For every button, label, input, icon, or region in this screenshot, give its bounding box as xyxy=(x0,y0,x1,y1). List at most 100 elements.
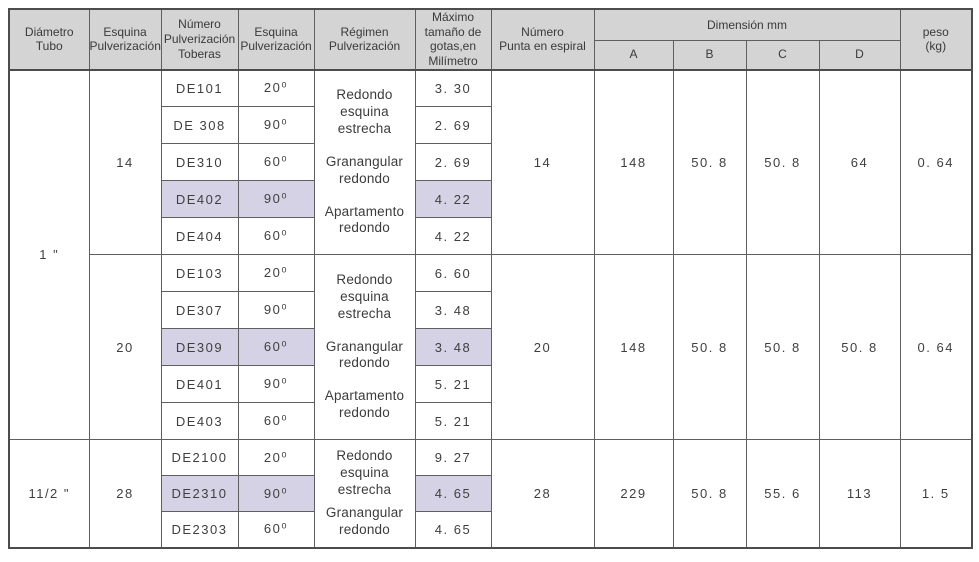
cell-gota: 5. 21 xyxy=(414,365,492,403)
cell-tobera: DE101 xyxy=(160,69,239,107)
table-row: DE401 90⁰ 5. 21 xyxy=(9,365,972,403)
cell-dim-b: 50. 8 xyxy=(672,439,747,548)
cell-regimen: Redondo esquina estrecha Granangular red… xyxy=(313,254,416,440)
table-row: DE 308 90⁰ 2. 69 xyxy=(9,106,972,144)
cell-dim-a: 229 xyxy=(593,439,674,548)
cell-esquina-grupo: 20 xyxy=(88,254,162,440)
cell-gota: 4. 65 xyxy=(414,475,492,512)
table-row: DE310 60⁰ 2. 69 xyxy=(9,143,972,181)
cell-tobera: DE2310 xyxy=(160,475,239,512)
table-row: DE402 90⁰ 4. 22 xyxy=(9,180,972,218)
cell-tobera: DE103 xyxy=(160,254,239,292)
cell-gota: 5. 21 xyxy=(414,402,492,440)
cell-angulo: 20⁰ xyxy=(237,254,315,292)
cell-dim-c: 55. 6 xyxy=(745,439,820,548)
cell-angulo: 90⁰ xyxy=(237,475,315,512)
cell-angulo: 60⁰ xyxy=(237,511,315,548)
cell-dim-c: 50. 8 xyxy=(745,69,820,255)
cell-gota: 3. 48 xyxy=(414,328,492,366)
cell-dim-a: 148 xyxy=(593,254,674,440)
spec-table: Diámetro Tubo Esquina Pulverización Núme… xyxy=(8,8,974,549)
table-header: Diámetro Tubo Esquina Pulverización Núme… xyxy=(8,8,973,71)
header-dim-b: B xyxy=(672,39,747,71)
cell-diametro: 11/2 " xyxy=(8,439,90,548)
cell-angulo: 90⁰ xyxy=(237,291,315,329)
cell-regimen: Redondo esquina estrecha Granangular red… xyxy=(313,69,416,255)
cell-gota: 4. 22 xyxy=(414,180,492,218)
header-peso: peso (kg) xyxy=(899,8,973,70)
cell-tobera: DE404 xyxy=(160,217,239,255)
cell-angulo: 20⁰ xyxy=(237,439,315,476)
cell-tobera: DE402 xyxy=(160,180,239,218)
cell-gota: 3. 30 xyxy=(414,69,492,107)
header-dim-a: A xyxy=(593,39,674,71)
cell-diametro: 1 " xyxy=(8,69,90,440)
regimen-label: Granangular redondo xyxy=(325,338,404,371)
cell-angulo: 90⁰ xyxy=(237,180,315,218)
cell-dim-d: 64 xyxy=(818,69,901,255)
cell-gota: 2. 69 xyxy=(414,106,492,144)
table-row: DE403 60⁰ 5. 21 xyxy=(9,402,972,440)
table-row: 1 " 14 DE101 20⁰ Redondo esquina estrech… xyxy=(8,69,973,440)
cell-peso: 0. 64 xyxy=(899,254,973,440)
cell-tobera: DE2100 xyxy=(160,439,239,476)
table-row: DE2310 90⁰ 4. 65 xyxy=(9,475,972,512)
header-dimension-mm: Dimensión mm xyxy=(593,8,901,41)
cell-angulo: 60⁰ xyxy=(237,328,315,366)
table-row: 20 DE103 20⁰ Redondo esquina estrecha Gr… xyxy=(9,254,973,440)
regimen-label: Granangular redondo xyxy=(325,504,404,537)
table-row: DE2303 60⁰ 4. 65 xyxy=(9,511,972,548)
cell-punta: 14 xyxy=(490,69,595,255)
cell-gota: 6. 60 xyxy=(414,254,492,292)
regimen-label: Apartamento redondo xyxy=(324,388,405,421)
cell-tobera: DE401 xyxy=(160,365,239,403)
header-diametro-tubo: Diámetro Tubo xyxy=(8,8,90,70)
cell-tobera: DE2303 xyxy=(160,511,239,548)
cell-punta: 28 xyxy=(490,439,595,548)
table-row: DE309 60⁰ 3. 48 xyxy=(9,328,972,366)
cell-peso: 0. 64 xyxy=(899,69,973,255)
cell-tobera: DE403 xyxy=(160,402,239,440)
cell-dim-d: 50. 8 xyxy=(818,254,901,440)
cell-gota: 2. 69 xyxy=(414,143,492,181)
cell-dim-d: 113 xyxy=(818,439,901,548)
header-esquina-pulverizacion-2: Esquina Pulverización xyxy=(237,8,315,70)
header-esquina-pulverizacion-1: Esquina Pulverización xyxy=(88,8,162,70)
cell-esquina-grupo: 28 xyxy=(88,439,162,548)
cell-dim-b: 50. 8 xyxy=(672,254,747,440)
cell-gota: 9. 27 xyxy=(414,439,492,476)
cell-angulo: 60⁰ xyxy=(237,143,315,181)
cell-punta: 20 xyxy=(490,254,595,440)
regimen-label: Apartamento redondo xyxy=(324,203,405,236)
cell-angulo: 60⁰ xyxy=(237,402,315,440)
cell-dim-b: 50. 8 xyxy=(672,69,747,255)
header-dim-d: D xyxy=(818,39,901,71)
cell-tobera: DE309 xyxy=(160,328,239,366)
cell-angulo: 60⁰ xyxy=(237,217,315,255)
header-dim-c: C xyxy=(745,39,820,71)
cell-dim-a: 148 xyxy=(593,69,674,255)
regimen-label: Redondo esquina estrecha xyxy=(336,271,393,321)
cell-angulo: 90⁰ xyxy=(237,365,315,403)
table-row: DE307 90⁰ 3. 48 xyxy=(9,291,972,329)
cell-regimen: Redondo esquina estrecha Granangular red… xyxy=(313,439,416,548)
cell-esquina-grupo: 14 xyxy=(88,69,162,255)
cell-gota: 3. 48 xyxy=(414,291,492,329)
regimen-label: Granangular redondo xyxy=(325,153,404,186)
cell-tobera: DE 308 xyxy=(160,106,239,144)
header-regimen-pulverizacion: Régimen Pulverización xyxy=(313,8,416,70)
table-row: DE404 60⁰ 4. 22 xyxy=(9,217,972,255)
header-maximo-gotas: Máximo tamaño de gotas,en Milímetro xyxy=(414,8,492,70)
cell-tobera: DE307 xyxy=(160,291,239,329)
cell-angulo: 20⁰ xyxy=(237,69,315,107)
table-row: 11/2 " 28 DE2100 20⁰ Redondo esquina est… xyxy=(8,439,973,548)
header-punta-espiral: Número Punta en espiral xyxy=(490,8,595,70)
cell-tobera: DE310 xyxy=(160,143,239,181)
cell-dim-c: 50. 8 xyxy=(745,254,820,440)
cell-gota: 4. 65 xyxy=(414,511,492,548)
cell-peso: 1. 5 xyxy=(899,439,973,548)
header-numero-toberas: Número Pulverización Toberas xyxy=(160,8,239,70)
regimen-label: Redondo esquina estrecha xyxy=(336,87,393,136)
cell-gota: 4. 22 xyxy=(414,217,492,255)
regimen-label: Redondo esquina estrecha xyxy=(336,447,393,497)
